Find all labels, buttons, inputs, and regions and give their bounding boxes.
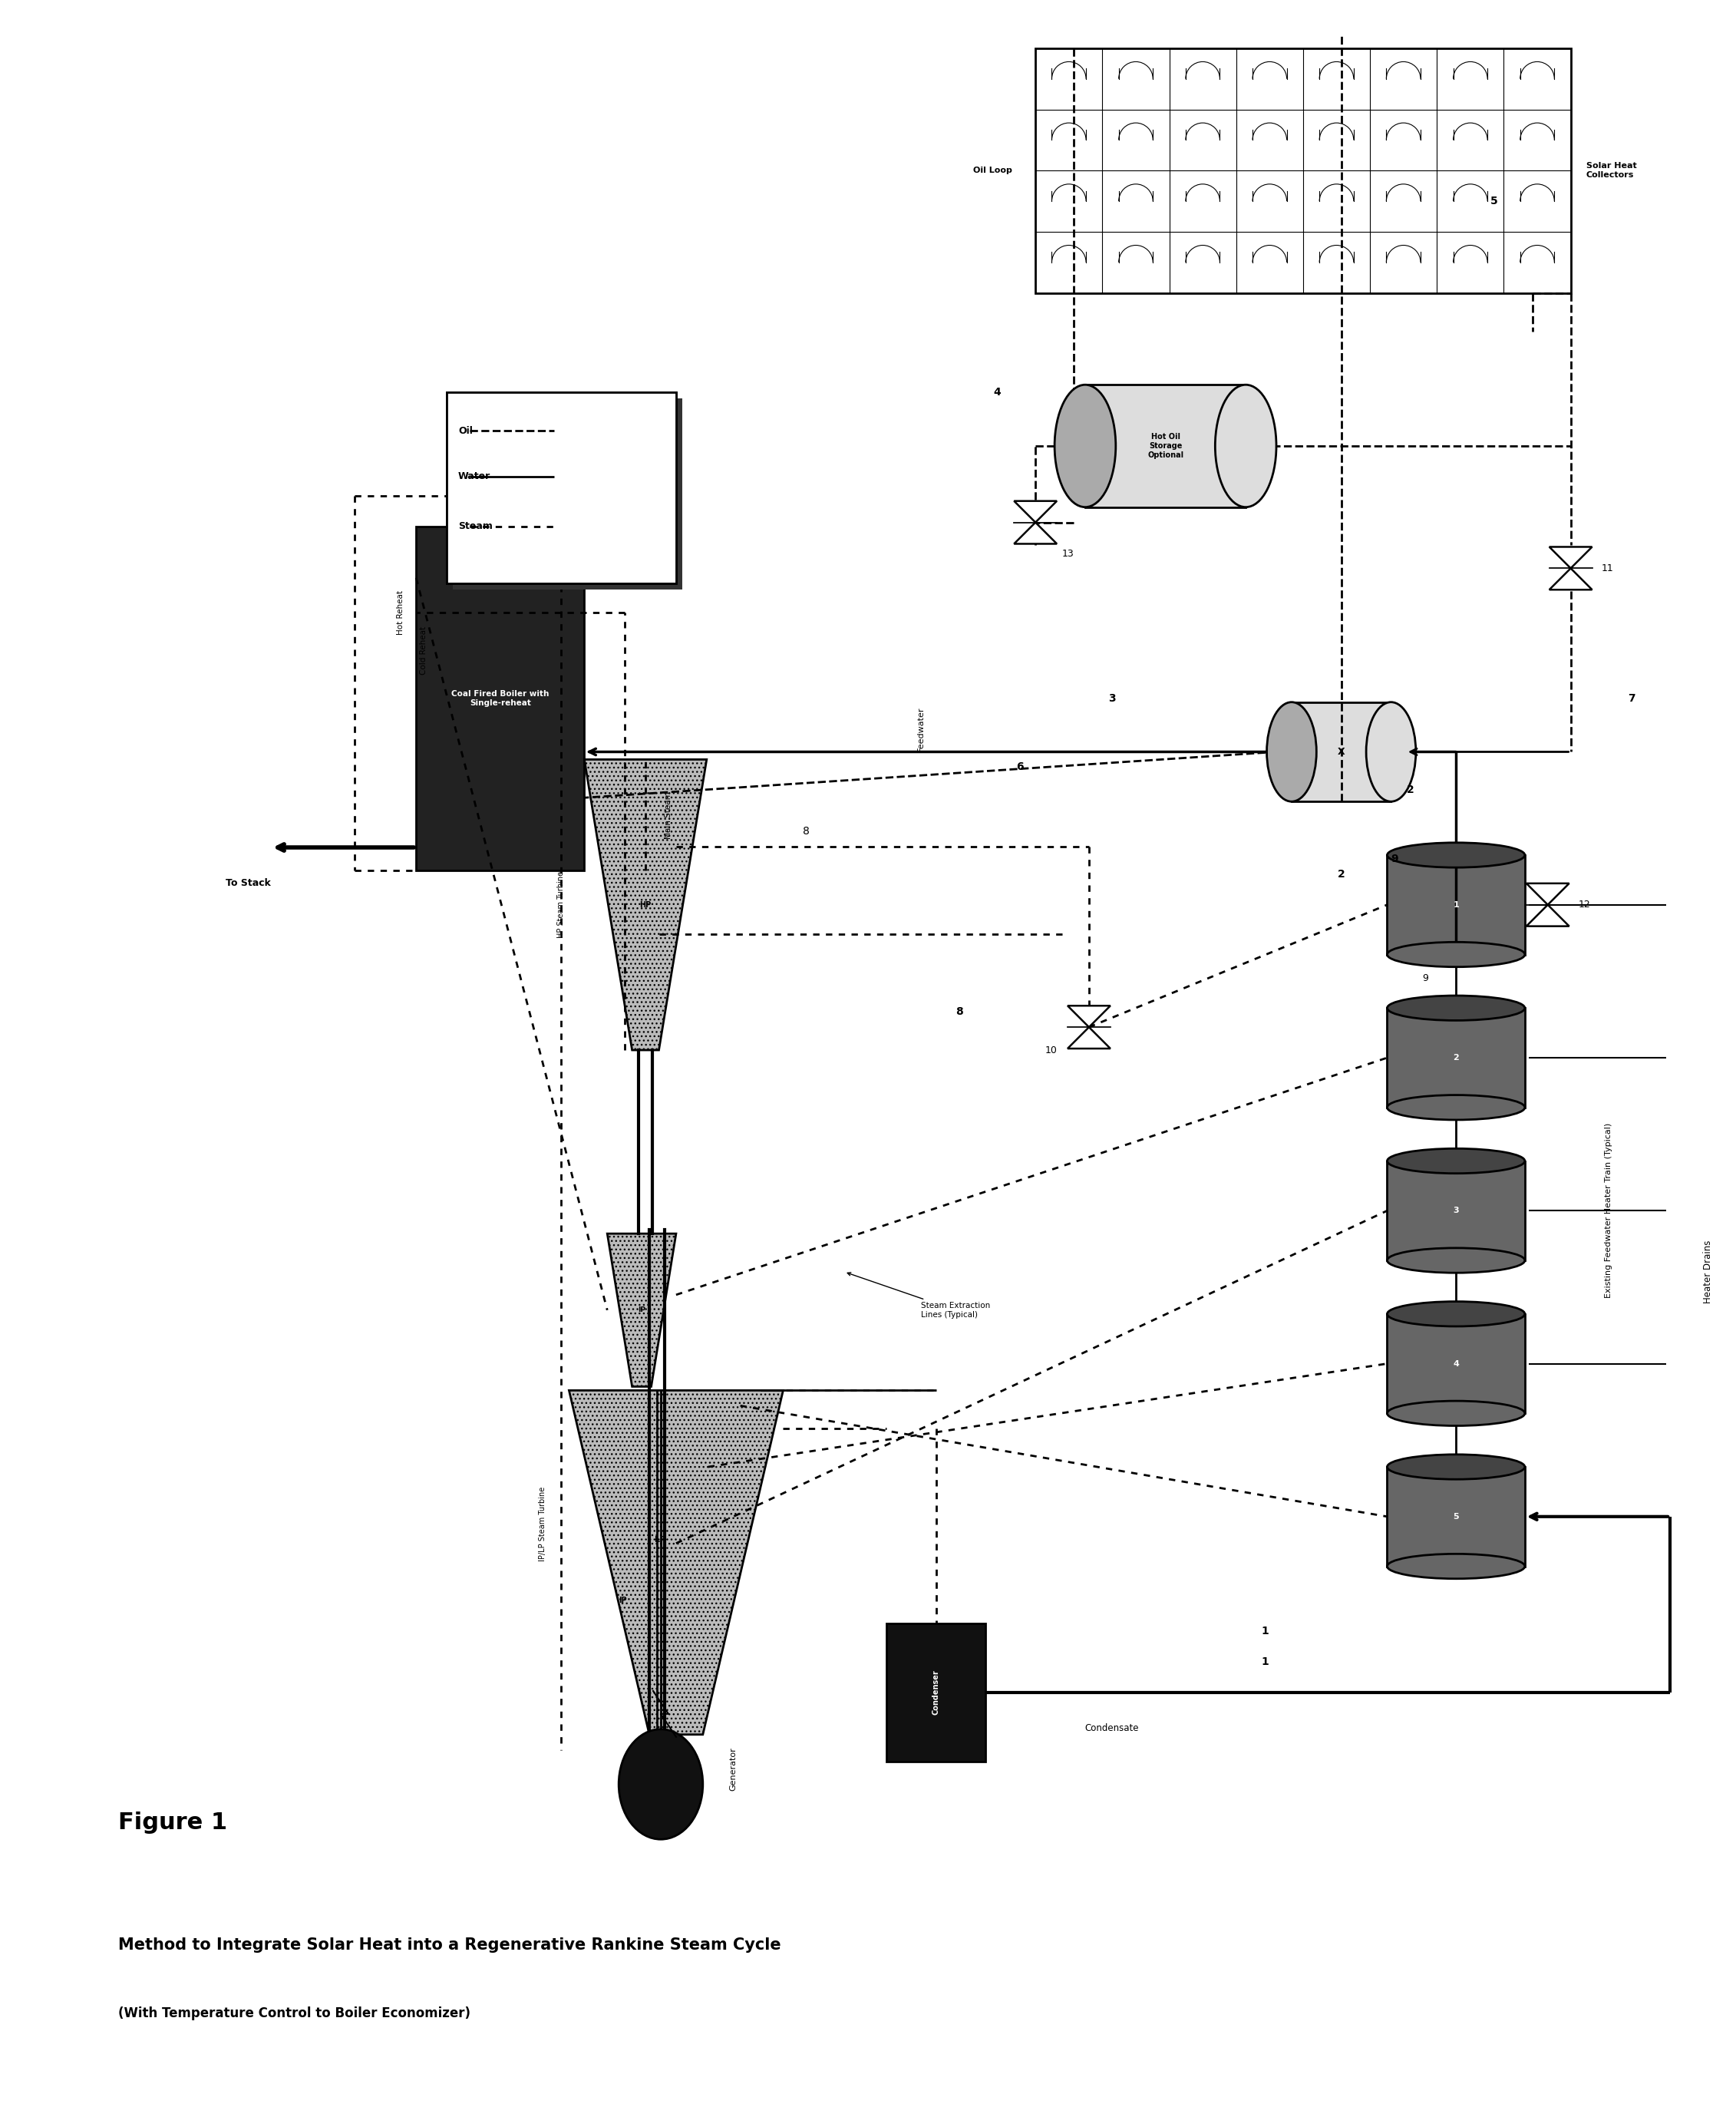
Polygon shape <box>569 1391 783 1734</box>
Polygon shape <box>608 1234 675 1387</box>
Ellipse shape <box>1387 1247 1524 1272</box>
Bar <box>1387 1008 1524 1107</box>
Polygon shape <box>585 760 707 1050</box>
Text: IP: IP <box>618 1596 627 1605</box>
Polygon shape <box>1014 523 1057 544</box>
Bar <box>1292 703 1391 802</box>
Text: 4: 4 <box>993 387 1002 398</box>
Bar <box>1387 855 1524 955</box>
Polygon shape <box>1068 1006 1111 1027</box>
Bar <box>1035 49 1571 292</box>
Text: 2: 2 <box>1453 1054 1458 1061</box>
Text: Main Steam: Main Steam <box>665 792 672 838</box>
Text: Generator: Generator <box>729 1747 738 1791</box>
Text: Condenser: Condenser <box>932 1670 939 1715</box>
Text: Oil: Oil <box>458 426 472 436</box>
Ellipse shape <box>1387 843 1524 868</box>
Text: HP Steam Turbine: HP Steam Turbine <box>557 872 566 938</box>
Polygon shape <box>1068 1027 1111 1048</box>
Text: Water: Water <box>458 472 491 481</box>
Text: Steam: Steam <box>458 521 493 531</box>
Bar <box>446 392 675 584</box>
Polygon shape <box>1526 883 1569 904</box>
Text: X: X <box>1338 747 1345 756</box>
Bar <box>446 392 675 584</box>
Text: Oil Loop: Oil Loop <box>974 167 1012 174</box>
Polygon shape <box>1526 904 1569 927</box>
Text: 3: 3 <box>1453 1207 1458 1215</box>
Ellipse shape <box>1387 942 1524 967</box>
Ellipse shape <box>1366 703 1417 802</box>
Ellipse shape <box>1267 703 1316 802</box>
Text: 9: 9 <box>1422 974 1429 984</box>
Text: Solar Heat
Collectors: Solar Heat Collectors <box>1587 163 1637 180</box>
Text: Cold Reheat: Cold Reheat <box>420 627 427 675</box>
Bar <box>453 398 682 591</box>
Text: 1: 1 <box>1260 1655 1269 1668</box>
Text: Steam Extraction
Lines (Typical): Steam Extraction Lines (Typical) <box>847 1272 990 1319</box>
Ellipse shape <box>1387 1150 1524 1173</box>
Text: 8: 8 <box>802 826 809 836</box>
Bar <box>1085 385 1246 508</box>
Text: 5: 5 <box>1453 1514 1458 1520</box>
Ellipse shape <box>1054 385 1116 508</box>
Ellipse shape <box>1387 1401 1524 1425</box>
Bar <box>1387 1467 1524 1567</box>
Text: 3: 3 <box>1108 692 1116 703</box>
Ellipse shape <box>1387 1302 1524 1327</box>
Text: IP/LP Steam Turbine: IP/LP Steam Turbine <box>538 1486 547 1562</box>
Text: Feedwater: Feedwater <box>917 707 925 752</box>
Text: 2: 2 <box>1406 785 1413 796</box>
Text: HP: HP <box>639 902 651 908</box>
Polygon shape <box>1549 567 1592 591</box>
Text: 1: 1 <box>1453 902 1458 908</box>
Text: 8: 8 <box>955 1006 963 1018</box>
Ellipse shape <box>1387 1454 1524 1480</box>
Text: Hot Reheat: Hot Reheat <box>398 591 404 635</box>
Text: 2: 2 <box>1337 868 1345 879</box>
Ellipse shape <box>1387 1554 1524 1579</box>
Text: Hot Oil
Storage
Optional: Hot Oil Storage Optional <box>1147 434 1184 459</box>
Text: 13: 13 <box>1062 548 1075 559</box>
Text: 7: 7 <box>1628 692 1635 703</box>
Ellipse shape <box>618 1730 703 1840</box>
Bar <box>417 527 585 870</box>
Text: Coal Fired Boiler with
Single-reheat: Coal Fired Boiler with Single-reheat <box>451 690 549 707</box>
Text: IP: IP <box>637 1306 646 1313</box>
Text: 4: 4 <box>1453 1359 1458 1368</box>
Bar <box>1387 1315 1524 1414</box>
Text: 5: 5 <box>1491 197 1498 207</box>
Text: 9: 9 <box>1391 853 1399 864</box>
Text: 10: 10 <box>1045 1046 1057 1054</box>
Ellipse shape <box>1387 1094 1524 1120</box>
Bar <box>1387 1160 1524 1260</box>
Polygon shape <box>1014 502 1057 523</box>
Text: Condensate: Condensate <box>1085 1723 1139 1734</box>
Text: To Stack: To Stack <box>226 879 271 887</box>
Bar <box>887 1624 986 1761</box>
Text: 12: 12 <box>1578 900 1590 910</box>
Ellipse shape <box>1387 995 1524 1020</box>
Text: Method to Integrate Solar Heat into a Regenerative Rankine Steam Cycle: Method to Integrate Solar Heat into a Re… <box>118 1937 781 1952</box>
Text: 11: 11 <box>1601 563 1613 574</box>
Text: 1: 1 <box>1260 1626 1269 1636</box>
Text: (With Temperature Control to Boiler Economizer): (With Temperature Control to Boiler Econ… <box>118 2007 470 2020</box>
Text: LP: LP <box>654 1535 667 1543</box>
Text: Figure 1: Figure 1 <box>118 1812 227 1833</box>
Polygon shape <box>1549 546 1592 567</box>
Text: Existing Feedwater Heater Train (Typical): Existing Feedwater Heater Train (Typical… <box>1606 1124 1613 1298</box>
Text: 6: 6 <box>1017 762 1024 773</box>
Text: Heater Drains: Heater Drains <box>1703 1241 1713 1304</box>
Ellipse shape <box>1215 385 1276 508</box>
